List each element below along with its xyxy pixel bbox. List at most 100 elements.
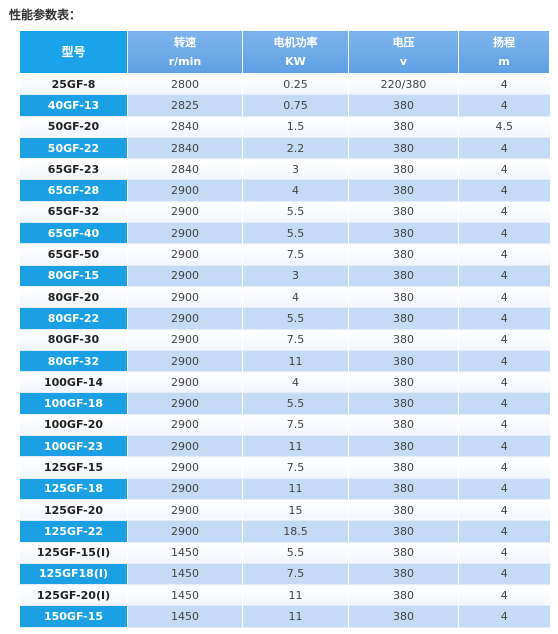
value-cell: 4 [458,179,550,202]
value-cell: 380 [348,137,459,160]
value-cell: 2900 [127,371,243,394]
table-row: 150GF-15 1450 11 380 4 [19,605,550,628]
table-row: 100GF-18 2900 5.5 380 4 [19,392,550,415]
model-cell: 125GF-15(Ⅰ) [19,542,128,564]
table-row: 65GF-23 2840 3 380 4 [19,158,550,181]
value-cell: 18.5 [242,520,349,543]
model-cell: 65GF-50 [19,243,128,266]
value-cell: 4 [458,222,550,245]
header-cell: 转速 r/min [127,30,243,74]
value-cell: 4 [458,350,550,373]
value-cell: 2900 [127,329,243,351]
table-row: 100GF-20 2900 7.5 380 4 [19,414,550,437]
model-cell: 65GF-32 [19,201,128,224]
table-row: 125GF-20 2900 15 380 4 [19,499,550,522]
value-cell: 380 [348,520,459,543]
value-cell: 11 [242,584,349,607]
table-row: 25GF-8 2800 0.25 220/380 4 [19,73,550,96]
value-cell: 1450 [127,542,243,564]
value-cell: 4 [458,307,550,330]
value-cell: 380 [348,350,459,373]
value-cell: 380 [348,201,459,224]
model-cell: 150GF-15 [19,605,128,628]
value-cell: 2.2 [242,137,349,160]
model-cell: 65GF-28 [19,179,128,202]
table-row: 100GF-14 2900 4 380 4 [19,371,550,394]
table-row: 65GF-50 2900 7.5 380 4 [19,243,550,266]
model-cell: 125GF-15 [19,456,128,479]
header-unit: r/min [168,55,202,68]
value-cell: 4.5 [458,116,550,138]
value-cell: 3 [242,265,349,287]
table-row: 125GF-15 2900 7.5 380 4 [19,456,550,479]
value-cell: 2900 [127,222,243,245]
model-cell: 100GF-20 [19,414,128,437]
value-cell: 15 [242,499,349,522]
value-cell: 4 [458,329,550,351]
value-cell: 380 [348,371,459,394]
model-cell: 80GF-20 [19,286,128,309]
value-cell: 220/380 [348,73,459,96]
model-cell: 65GF-23 [19,158,128,181]
value-cell: 4 [458,243,550,266]
value-cell: 4 [458,584,550,607]
value-cell: 3 [242,158,349,181]
value-cell: 2900 [127,265,243,287]
table-row: 65GF-32 2900 5.5 380 4 [19,201,550,224]
value-cell: 380 [348,265,459,287]
value-cell: 4 [458,456,550,479]
table-row: 80GF-15 2900 3 380 4 [19,265,550,287]
header-label: 电压 [392,36,415,49]
header-unit: KW [285,55,306,68]
value-cell: 11 [242,435,349,458]
value-cell: 4 [458,563,550,586]
value-cell: 2900 [127,456,243,479]
header-unit: m [498,55,510,68]
value-cell: 7.5 [242,456,349,479]
value-cell: 2900 [127,350,243,373]
table-row: 50GF-20 2840 1.5 380 4.5 [19,116,550,138]
value-cell: 7.5 [242,563,349,586]
header-label: 扬程 [493,36,515,49]
spec-table: 型号 转速 r/min 电机功率 KW 电压 v 扬程 m 25GF-8 2800 0.25 220/… [19,30,550,628]
model-cell: 25GF-8 [19,73,128,96]
model-cell: 100GF-18 [19,392,128,415]
value-cell: 4 [458,392,550,415]
header-unit: v [399,55,408,68]
table-row: 125GF-22 2900 18.5 380 4 [19,520,550,543]
model-cell: 125GF-22 [19,520,128,543]
value-cell: 2825 [127,94,243,117]
model-cell: 125GF18(Ⅰ) [19,563,128,586]
value-cell: 4 [458,265,550,287]
value-cell: 2900 [127,179,243,202]
header-cell: 扬程 m [458,30,550,74]
model-cell: 125GF-18 [19,478,128,500]
value-cell: 2900 [127,392,243,415]
value-cell: 2840 [127,158,243,181]
value-cell: 4 [458,158,550,181]
table-row: 40GF-13 2825 0.75 380 4 [19,94,550,117]
value-cell: 5.5 [242,222,349,245]
value-cell: 4 [458,605,550,628]
value-cell: 2840 [127,137,243,160]
value-cell: 4 [458,371,550,394]
value-cell: 2840 [127,116,243,138]
value-cell: 2900 [127,414,243,437]
value-cell: 380 [348,542,459,564]
table-row: 125GF-20(Ⅰ) 1450 11 380 4 [19,584,550,607]
value-cell: 4 [458,201,550,224]
model-cell: 125GF-20(Ⅰ) [19,584,128,607]
value-cell: 380 [348,94,459,117]
value-cell: 380 [348,584,459,607]
value-cell: 380 [348,456,459,479]
value-cell: 4 [458,94,550,117]
value-cell: 2900 [127,201,243,224]
value-cell: 4 [458,499,550,522]
value-cell: 7.5 [242,414,349,437]
value-cell: 2900 [127,307,243,330]
model-cell: 80GF-15 [19,265,128,287]
value-cell: 4 [242,179,349,202]
page-title: 性能参数表： [9,8,82,22]
model-cell: 65GF-40 [19,222,128,245]
